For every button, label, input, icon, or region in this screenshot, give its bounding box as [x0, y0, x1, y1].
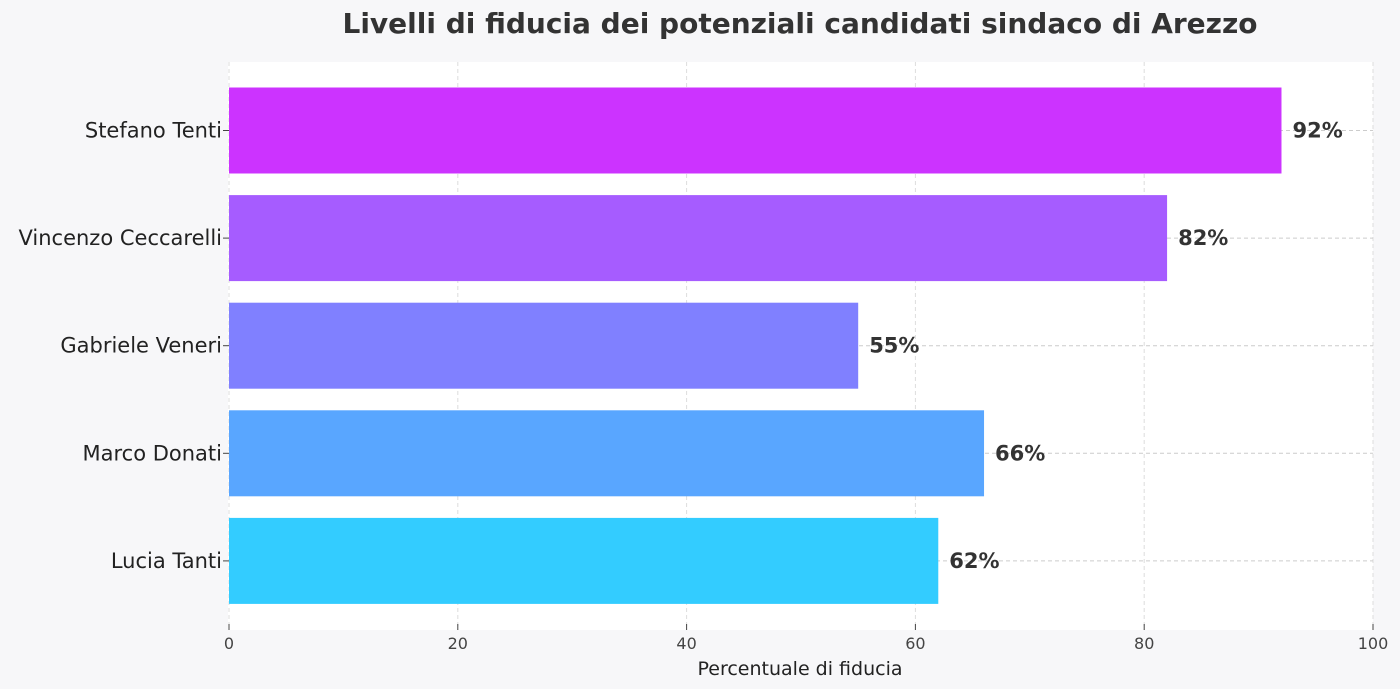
x-tick-label: 40 — [676, 634, 696, 653]
data-label: 92% — [1292, 119, 1342, 143]
data-label: 62% — [949, 549, 999, 573]
y-tick-label: Stefano Tenti — [85, 119, 222, 143]
x-tick-label: 0 — [224, 634, 234, 653]
bar — [229, 517, 939, 604]
bar — [229, 195, 1168, 282]
x-tick-label: 80 — [1134, 634, 1154, 653]
data-label: 82% — [1178, 226, 1228, 250]
bar — [229, 410, 985, 497]
data-label: 55% — [869, 334, 919, 358]
chart-title: Livelli di fiducia dei potenziali candid… — [342, 7, 1257, 40]
x-axis-label: Percentuale di fiducia — [697, 658, 902, 680]
y-tick-label: Lucia Tanti — [111, 549, 222, 573]
bar — [229, 302, 859, 389]
data-label: 66% — [995, 441, 1045, 465]
x-tick-label: 100 — [1358, 634, 1389, 653]
x-tick-label: 20 — [448, 634, 468, 653]
bar — [229, 87, 1282, 174]
x-tick-label: 60 — [905, 634, 925, 653]
y-tick-label: Marco Donati — [83, 441, 223, 465]
y-tick-label: Gabriele Veneri — [60, 334, 222, 358]
y-tick-label: Vincenzo Ceccarelli — [18, 226, 222, 250]
